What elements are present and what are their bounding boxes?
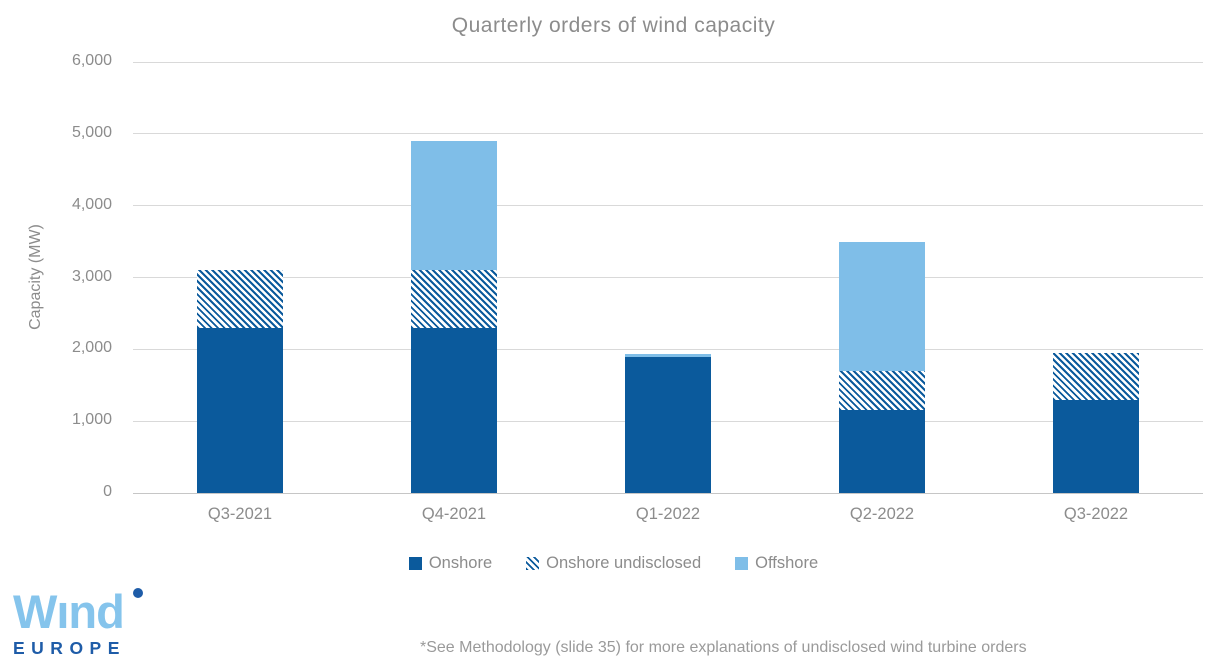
x-axis-line (133, 492, 1203, 494)
y-tick-label: 2,000 (71, 339, 112, 357)
legend-marker-offshore-icon (735, 557, 749, 570)
bar-segment-onshore-undisclosed (197, 270, 283, 328)
x-tick-label-q1-2022: Q1-2022 (635, 505, 701, 523)
bar-segment-onshore-undisclosed (411, 270, 497, 328)
bar-q1-2022 (625, 62, 711, 493)
y-tick-label: 6,000 (71, 52, 112, 69)
gridline (133, 348, 1203, 350)
y-axis-title: Capacity (MW) (27, 224, 44, 330)
x-tick-label-q3-2022: Q3-2022 (1063, 505, 1129, 523)
y-tick-label: 1,000 (71, 411, 112, 429)
gridline (133, 133, 1203, 135)
bar-segment-offshore (625, 354, 711, 357)
gridline (133, 277, 1203, 278)
legend-item-onshore-undisclosed: Onshore undisclosed (526, 554, 701, 573)
bar-segment-onshore (839, 410, 925, 493)
legend-label: Onshore undisclosed (546, 554, 702, 572)
windeurope-logo: Wınd EUROPE (13, 588, 183, 659)
footnote: *See Methodology (slide 35) for more exp… (420, 639, 1027, 656)
legend-label: Onshore (428, 554, 493, 572)
bar-segment-offshore (411, 141, 497, 271)
bar-segment-onshore-undisclosed (1053, 352, 1139, 400)
legend-label: Offshore (755, 554, 819, 572)
y-tick-label: 3,000 (71, 267, 112, 285)
bar-q4-2021 (411, 62, 497, 493)
bar-segment-onshore-undisclosed (839, 370, 925, 411)
legend: Onshore Onshore undisclosed Offshore (0, 554, 1227, 573)
logo-wordmark: Wınd (13, 585, 125, 638)
bar-segment-onshore (1053, 399, 1139, 493)
legend-item-offshore: Offshore (735, 554, 818, 573)
legend-marker-onshore-icon (408, 557, 422, 570)
x-tick-label-q4-2021: Q4-2021 (421, 505, 487, 523)
x-tick-label-q2-2022: Q2-2022 (849, 505, 915, 523)
gridline (133, 61, 1203, 63)
bar-segment-onshore (625, 356, 711, 493)
legend-item-onshore: Onshore (408, 554, 493, 573)
y-tick-label: 0 (103, 483, 112, 500)
plot-area: 0 1,000 2,000 3,000 4,000 5,000 6,000 Q3-2021 Q4… (72, 52, 1203, 523)
bar-segment-onshore (197, 327, 283, 493)
bar-q2-2022 (839, 62, 925, 493)
y-tick-label: 4,000 (71, 195, 112, 213)
y-tick-label: 5,000 (71, 123, 112, 141)
x-tick-label-q3-2021: Q3-2021 (207, 505, 273, 523)
logo-dot-icon (132, 588, 143, 598)
bar-segment-onshore (411, 327, 497, 493)
legend-marker-onshore-undisclosed-icon (526, 557, 540, 570)
bar-q3-2021 (197, 62, 283, 493)
chart-title: Quarterly orders of wind capacity (451, 14, 776, 37)
gridline (133, 205, 1203, 207)
bar-segment-offshore (839, 241, 925, 371)
bar-q3-2022 (1053, 62, 1139, 493)
logo-subtext: EUROPE (13, 638, 126, 658)
